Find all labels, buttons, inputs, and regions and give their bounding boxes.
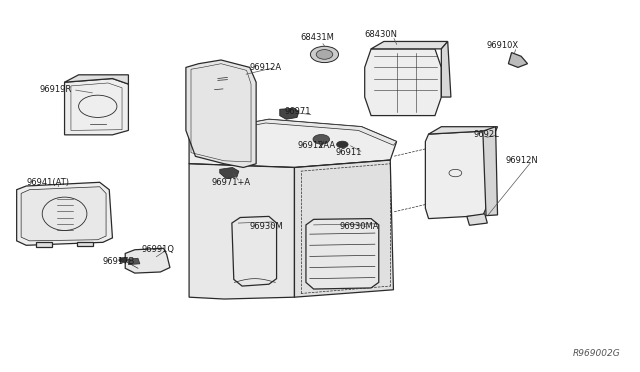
Polygon shape bbox=[280, 108, 299, 119]
Text: 96930MA: 96930MA bbox=[339, 222, 379, 231]
Circle shape bbox=[316, 49, 333, 59]
Text: R969002G: R969002G bbox=[572, 349, 620, 358]
Polygon shape bbox=[189, 119, 397, 145]
Circle shape bbox=[119, 257, 128, 263]
Polygon shape bbox=[371, 41, 448, 49]
Polygon shape bbox=[306, 219, 379, 289]
Polygon shape bbox=[294, 160, 394, 297]
Polygon shape bbox=[125, 248, 170, 273]
Text: 96911: 96911 bbox=[336, 148, 362, 157]
Polygon shape bbox=[77, 241, 93, 246]
Text: 96930M: 96930M bbox=[250, 222, 284, 231]
Polygon shape bbox=[365, 49, 442, 116]
Polygon shape bbox=[483, 127, 497, 216]
Text: 96919R: 96919R bbox=[39, 85, 71, 94]
Text: 96971: 96971 bbox=[285, 108, 312, 116]
Circle shape bbox=[337, 141, 348, 148]
Polygon shape bbox=[429, 127, 497, 134]
Polygon shape bbox=[17, 182, 113, 245]
Text: 68431M: 68431M bbox=[301, 33, 335, 42]
Polygon shape bbox=[189, 119, 397, 167]
Polygon shape bbox=[220, 167, 239, 179]
Polygon shape bbox=[36, 242, 52, 247]
Text: 68430N: 68430N bbox=[365, 29, 397, 39]
Polygon shape bbox=[467, 214, 487, 225]
Polygon shape bbox=[189, 164, 294, 299]
Polygon shape bbox=[442, 41, 451, 97]
Polygon shape bbox=[21, 187, 106, 241]
Circle shape bbox=[313, 135, 330, 144]
Text: 96971+A: 96971+A bbox=[211, 178, 251, 187]
Polygon shape bbox=[508, 52, 527, 67]
Polygon shape bbox=[65, 75, 129, 84]
Circle shape bbox=[310, 46, 339, 62]
Polygon shape bbox=[232, 217, 276, 286]
Polygon shape bbox=[186, 60, 256, 167]
Polygon shape bbox=[426, 131, 486, 219]
Text: 9692L: 9692L bbox=[473, 129, 499, 139]
Text: 96991Q: 96991Q bbox=[141, 244, 174, 253]
Text: 96910X: 96910X bbox=[486, 41, 518, 50]
Text: 96912AA: 96912AA bbox=[298, 141, 336, 150]
Text: 96941(AT): 96941(AT) bbox=[26, 178, 69, 187]
Text: 96912N: 96912N bbox=[505, 155, 538, 164]
Polygon shape bbox=[129, 258, 140, 264]
Polygon shape bbox=[65, 78, 129, 135]
Text: 96917B: 96917B bbox=[103, 257, 135, 266]
Text: 96912A: 96912A bbox=[250, 63, 282, 72]
